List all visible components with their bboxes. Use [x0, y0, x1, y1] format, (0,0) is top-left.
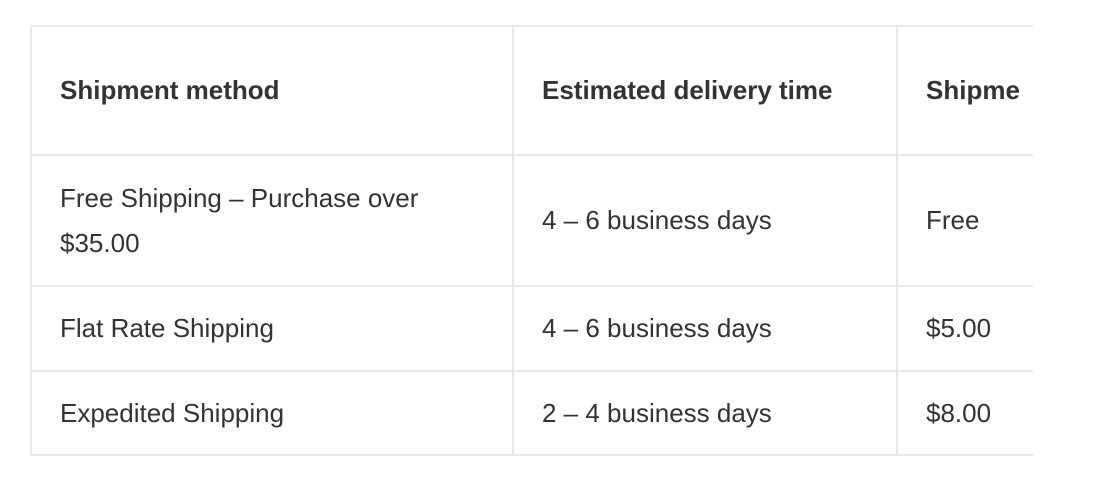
cell-delivery: 2 – 4 business days	[512, 370, 898, 456]
cell-method: Free Shipping – Purchase over $35.00	[30, 154, 514, 287]
cell-cost: Free	[896, 154, 1033, 287]
cell-cost: $5.00	[896, 285, 1033, 372]
cell-cost: $8.00	[896, 370, 1033, 456]
shipping-table-container: Shipment method Estimated delivery time …	[30, 25, 1033, 456]
table-row: Flat Rate Shipping 4 – 6 business days $…	[30, 285, 1033, 372]
table-row: Free Shipping – Purchase over $35.00 4 –…	[30, 154, 1033, 287]
header-shipment-method: Shipment method	[30, 25, 514, 156]
header-estimated-delivery: Estimated delivery time	[512, 25, 898, 156]
table-header-row: Shipment method Estimated delivery time …	[30, 25, 1033, 156]
cell-delivery: 4 – 6 business days	[512, 154, 898, 287]
cell-delivery: 4 – 6 business days	[512, 285, 898, 372]
header-shipment-cost: Shipme	[896, 25, 1033, 156]
cell-method: Expedited Shipping	[30, 370, 514, 456]
shipping-table: Shipment method Estimated delivery time …	[30, 25, 1033, 456]
table-row: Expedited Shipping 2 – 4 business days $…	[30, 370, 1033, 456]
cell-method: Flat Rate Shipping	[30, 285, 514, 372]
